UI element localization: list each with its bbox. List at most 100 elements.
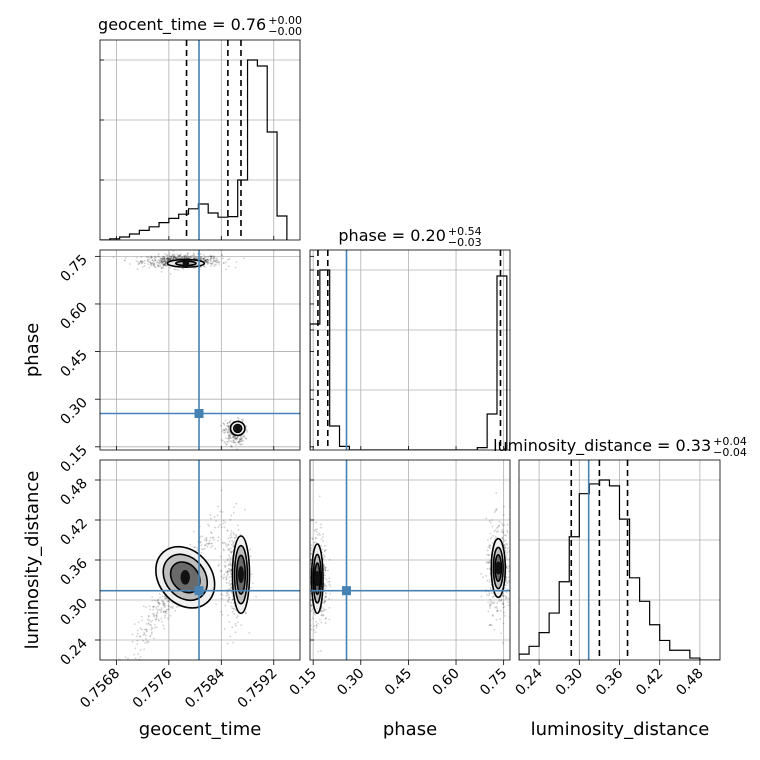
sample-point xyxy=(239,443,242,446)
sample-point xyxy=(189,544,192,546)
sample-point xyxy=(493,511,496,514)
sample-point xyxy=(231,626,234,629)
sample-point xyxy=(153,615,155,618)
sample-point xyxy=(156,260,159,263)
sample-point xyxy=(328,577,331,580)
sample-point xyxy=(324,569,327,572)
sample-point xyxy=(152,612,155,615)
sample-point xyxy=(143,262,146,265)
sample-point xyxy=(154,256,157,259)
sample-point xyxy=(141,261,144,264)
sample-point xyxy=(143,628,146,631)
sample-point xyxy=(229,421,231,424)
sample-point xyxy=(165,261,167,264)
sample-point xyxy=(154,599,156,602)
sample-point xyxy=(183,256,186,259)
sample-point xyxy=(327,569,329,572)
sample-point xyxy=(165,261,168,264)
sample-point xyxy=(511,583,513,585)
sample-point xyxy=(202,258,205,260)
sample-point xyxy=(163,610,165,613)
sample-point xyxy=(323,555,326,558)
sample-point xyxy=(174,257,177,259)
sample-point xyxy=(157,264,160,267)
sample-point xyxy=(171,254,174,257)
sample-point xyxy=(156,600,159,603)
sample-point xyxy=(155,618,158,621)
sample-point xyxy=(204,258,207,261)
sample-point xyxy=(239,533,242,536)
sample-point xyxy=(162,264,165,266)
sample-point xyxy=(164,263,167,266)
sample-point xyxy=(324,617,327,620)
sample-point xyxy=(229,435,232,438)
sample-point xyxy=(234,536,236,539)
sample-point xyxy=(174,257,177,259)
sample-point xyxy=(502,531,505,534)
sample-point xyxy=(236,448,238,450)
sample-point xyxy=(328,580,331,583)
sample-point xyxy=(167,617,169,620)
sample-point xyxy=(146,628,148,631)
sample-point xyxy=(505,556,508,559)
sample-point xyxy=(224,442,227,444)
sample-point xyxy=(228,424,230,427)
sample-point xyxy=(325,578,328,581)
x-tick-label: 0.30 xyxy=(553,666,586,699)
sample-point xyxy=(312,617,315,620)
sample-point xyxy=(110,663,112,665)
sample-point xyxy=(314,541,317,544)
sample-point xyxy=(325,585,328,588)
x-axis-label-luminosity_distance: luminosity_distance xyxy=(531,719,710,740)
sample-point xyxy=(167,605,170,608)
sample-point xyxy=(206,260,209,263)
sample-point xyxy=(503,605,506,608)
sample-point xyxy=(506,588,509,591)
sample-point xyxy=(323,600,326,603)
sample-point xyxy=(230,445,233,448)
sample-point xyxy=(232,607,235,610)
sample-point xyxy=(148,619,151,622)
sample-point xyxy=(244,611,247,614)
sample-point xyxy=(489,532,492,535)
sample-point xyxy=(498,524,500,527)
sample-point xyxy=(489,544,492,547)
sample-point xyxy=(150,626,153,629)
sample-point xyxy=(212,536,215,539)
sample-point xyxy=(496,610,498,613)
sample-point xyxy=(224,561,226,564)
sample-point xyxy=(306,562,308,564)
sample-point xyxy=(196,255,199,258)
sample-point xyxy=(124,656,127,659)
title-upper-error: +0.54 xyxy=(448,225,482,238)
sample-point xyxy=(497,526,499,529)
sample-point xyxy=(164,262,167,264)
sample-point xyxy=(240,437,243,440)
sample-point xyxy=(230,532,233,535)
sample-point xyxy=(488,624,491,626)
sample-point xyxy=(201,257,204,260)
sample-point xyxy=(221,541,224,544)
sample-point xyxy=(151,261,154,264)
sample-point xyxy=(179,254,182,257)
sample-point xyxy=(230,601,233,604)
sample-point xyxy=(225,543,227,546)
sample-point xyxy=(158,260,161,263)
sample-point xyxy=(142,639,145,642)
sample-point xyxy=(163,611,166,614)
sample-point xyxy=(495,618,498,621)
sample-point xyxy=(224,521,227,524)
sample-point xyxy=(158,602,161,605)
sample-point xyxy=(513,564,515,566)
sample-point xyxy=(218,563,221,566)
sample-point xyxy=(488,544,491,547)
sample-point xyxy=(135,256,138,259)
sample-point xyxy=(322,614,325,617)
density-peak xyxy=(237,566,244,584)
sample-point xyxy=(166,258,169,261)
sample-point xyxy=(227,614,229,617)
sample-point xyxy=(170,257,172,260)
sample-point xyxy=(153,624,156,626)
title-upper-error: +0.00 xyxy=(268,14,302,27)
sample-point xyxy=(512,592,514,594)
